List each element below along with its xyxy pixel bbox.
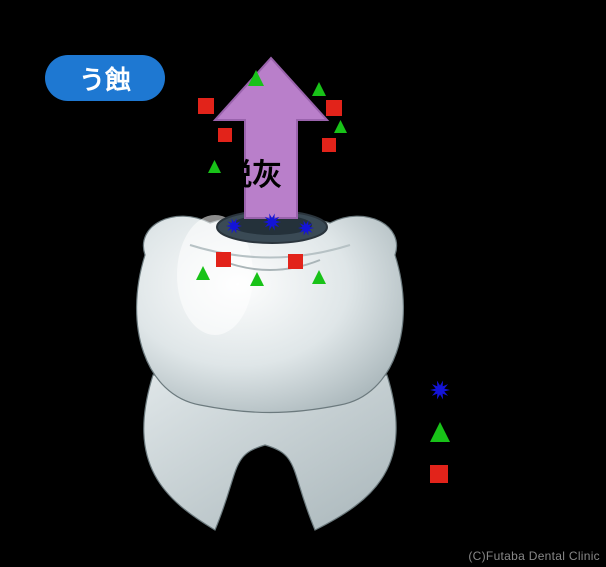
arrow-label: 脱灰 <box>222 150 282 194</box>
title-badge-text: う蝕 <box>79 60 131 97</box>
legend <box>430 380 450 483</box>
particle-triangle <box>312 82 326 96</box>
copyright-text: (C)Futaba Dental Clinic <box>468 549 600 563</box>
tooth <box>137 211 404 530</box>
particle-square <box>216 252 231 267</box>
title-badge: う蝕 <box>45 55 165 101</box>
particle-square <box>218 128 232 142</box>
particle-square <box>322 138 336 152</box>
particle-square <box>198 98 214 114</box>
particle-square <box>430 465 448 483</box>
particle-square <box>288 254 303 269</box>
particle-triangle <box>430 422 450 442</box>
particle-square <box>326 100 342 116</box>
particle-burst <box>430 380 450 399</box>
particle-triangle <box>208 160 221 173</box>
particle-triangle <box>334 120 347 133</box>
